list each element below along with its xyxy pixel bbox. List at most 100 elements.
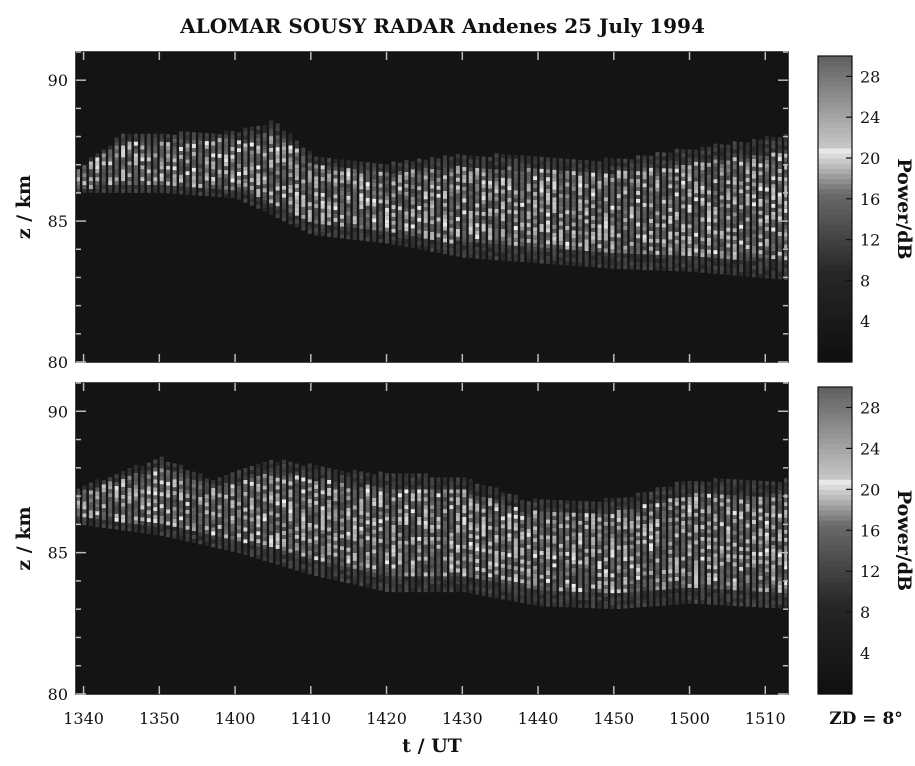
echo-cell [629,524,634,529]
echo-cell [346,579,351,584]
echo-cell [777,180,782,185]
echo-cell [320,533,325,538]
echo-cell [520,535,525,540]
echo-cell [616,601,621,605]
echo-cell [475,179,480,184]
echo-cell [159,173,164,178]
echo-cell [513,554,518,559]
echo-cell [526,552,531,557]
echo-cell [771,239,776,244]
echo-cell [462,174,467,179]
echo-cell [462,202,467,207]
echo-cell [462,163,467,167]
echo-cell [507,537,512,542]
echo-cell [571,540,576,545]
echo-cell [301,477,306,482]
echo-cell [327,479,332,484]
echo-cell [649,511,653,516]
echo-cell [597,545,602,550]
echo-cell [655,258,660,263]
echo-cell [578,183,583,188]
echo-cell [423,517,428,521]
echo-cell [591,588,596,593]
echo-cell [700,260,705,265]
echo-cell [558,197,563,202]
echo-cell [140,169,145,174]
echo-cell [552,189,557,194]
echo-cell [565,158,570,163]
echo-cell [661,203,666,208]
echo-cell [513,174,518,179]
echo-cell [436,501,441,506]
echo-cell [301,520,306,525]
echo-cell [616,213,621,218]
echo-cell [282,558,286,563]
echo-cell [262,552,267,557]
echo-cell [204,164,209,169]
echo-cell [649,535,653,540]
echo-cell [571,183,576,187]
echo-cell [610,166,615,171]
echo-cell [745,154,750,159]
echo-cell [423,211,428,215]
echo-cell [430,497,435,502]
echo-cell [365,540,370,544]
echo-cell [288,473,293,478]
echo-cell [121,165,126,170]
echo-cell [745,185,750,190]
colorbar-segment [818,260,852,266]
echo-cell [82,177,87,182]
echo-cell [243,515,248,520]
echo-cell [552,205,557,210]
echo-cell [153,181,158,185]
echo-cell [262,473,267,478]
echo-cell [346,567,351,572]
echo-cell [513,498,518,503]
echo-cell [385,485,389,489]
echo-cell [430,157,435,161]
echo-cell [500,508,505,513]
echo-cell [649,175,653,180]
echo-cell [307,518,312,523]
colorbar-segment [818,305,852,312]
echo-cell [462,249,467,254]
echo-cell [578,171,583,176]
echo-cell [282,475,286,480]
echo-cell [739,161,744,166]
echo-cell [539,156,544,161]
echo-cell [784,185,789,190]
echo-cell [533,231,538,236]
echo-cell [436,225,441,230]
colorbar-segment [818,219,852,225]
echo-cell [237,470,241,474]
echo-cell [642,504,647,509]
echo-cell [533,514,538,519]
echo-cell [526,230,531,235]
echo-cell [159,504,164,509]
echo-cell [140,133,145,138]
echo-cell [732,259,737,264]
echo-cell [127,507,132,512]
echo-cell [642,555,647,560]
echo-cell [243,543,248,548]
echo-cell [565,170,570,175]
echo-cell [224,522,229,527]
echo-cell [230,142,235,147]
echo-cell [661,542,666,547]
echo-cell [552,527,557,532]
echo-cell [262,465,267,470]
echo-cell [108,501,113,505]
echo-cell [462,194,467,199]
colorbar-tick-label: 4 [860,312,870,331]
echo-cell [301,473,306,478]
echo-cell [237,529,241,534]
echo-cell [513,229,518,234]
echo-cell [719,234,724,239]
echo-cell [423,207,428,212]
echo-cell [707,158,711,163]
echo-cell [269,531,274,536]
echo-cell [558,563,563,568]
echo-cell [198,477,203,482]
echo-cell [558,193,563,198]
echo-cell [237,517,241,522]
